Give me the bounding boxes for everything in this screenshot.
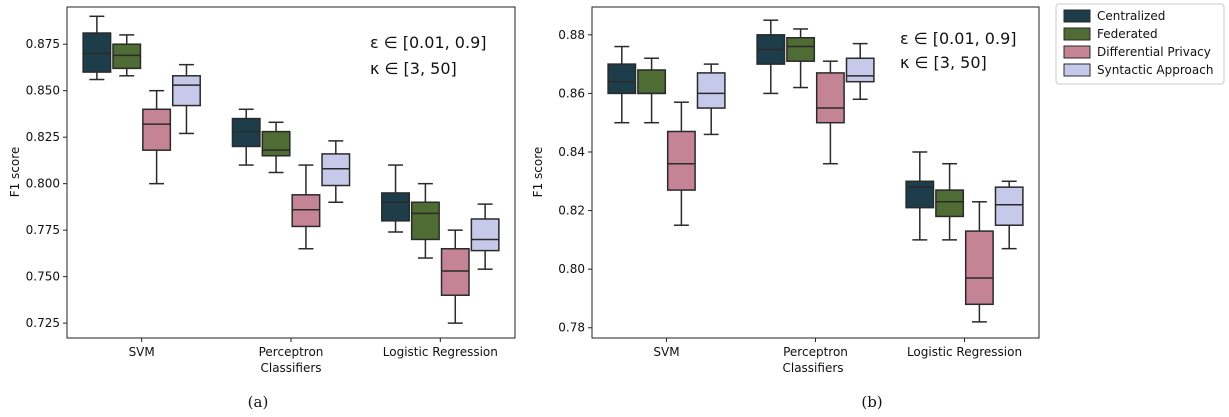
legend-swatch	[1064, 64, 1090, 76]
y-tick-label: 0.84	[558, 145, 585, 159]
box-syntactic-approach	[697, 64, 724, 134]
y-axis-a: 0.725 0.750 0.775 0.800 0.825 0.850 0.875	[26, 37, 67, 330]
box-body	[846, 58, 873, 81]
y-tick-label: 0.725	[26, 316, 60, 330]
y-tick-label: 0.750	[26, 270, 60, 284]
box-differential-privacy	[292, 165, 319, 249]
box-syntactic-approach	[173, 65, 200, 134]
box-body	[262, 132, 289, 156]
box-differential-privacy	[817, 61, 844, 164]
box-centralized	[757, 20, 784, 93]
box-centralized	[382, 165, 409, 232]
box-centralized	[906, 152, 933, 240]
caption-a: (a)	[248, 393, 269, 411]
box-body	[668, 131, 695, 190]
box-syntactic-approach	[995, 181, 1022, 248]
box-body	[966, 231, 993, 304]
y-tick-label: 0.800	[26, 177, 60, 191]
x-axis-label-b: Classifiers	[782, 361, 843, 375]
box-centralized	[232, 109, 259, 165]
x-axis-b: SVM Perceptron Logistic Regression	[653, 338, 1022, 359]
box-body	[322, 154, 349, 186]
box-body	[292, 195, 319, 227]
legend-swatch	[1064, 10, 1090, 22]
box-centralized	[83, 16, 110, 79]
y-tick-label: 0.850	[26, 84, 60, 98]
box-federated	[113, 35, 140, 76]
box-body	[382, 193, 409, 221]
legend-label: Differential Privacy	[1097, 45, 1211, 59]
x-axis-a: SVM Perceptron Logistic Regression	[129, 338, 498, 359]
box-differential-privacy	[442, 230, 469, 323]
box-federated	[262, 122, 289, 172]
box-body	[608, 64, 635, 93]
box-body	[638, 70, 665, 93]
box-body	[83, 33, 110, 72]
box-federated	[787, 29, 814, 88]
box-body	[906, 181, 933, 207]
y-tick-label: 0.78	[558, 321, 585, 335]
box-body	[471, 219, 498, 251]
legend-label: Federated	[1097, 27, 1158, 41]
box-syntactic-approach	[322, 141, 349, 202]
box-body	[412, 202, 439, 239]
legend: Centralized Federated Differential Privacy…	[1056, 4, 1224, 84]
y-tick-label: 0.80	[558, 262, 585, 276]
y-tick-label: 0.88	[558, 28, 585, 42]
y-tick-label: 0.82	[558, 204, 585, 218]
box-differential-privacy	[143, 91, 170, 184]
x-tick-label: Perceptron	[783, 345, 848, 359]
box-body	[143, 109, 170, 150]
box-body	[995, 187, 1022, 225]
box-body	[232, 119, 259, 147]
chart-panel-b: 0.78 0.80 0.82 0.84 0.86 0.88 SVM Perceptron Lo…	[531, 7, 1039, 411]
legend-swatch	[1064, 28, 1090, 40]
y-axis-b: 0.78 0.80 0.82 0.84 0.86 0.88	[558, 28, 592, 335]
x-tick-label: Logistic Regression	[907, 345, 1022, 359]
x-tick-label: Logistic Regression	[383, 345, 498, 359]
legend-label: Syntactic Approach	[1097, 63, 1213, 77]
box-federated	[936, 164, 963, 240]
box-body	[817, 73, 844, 123]
y-tick-label: 0.825	[26, 130, 60, 144]
box-body	[936, 190, 963, 216]
box-differential-privacy	[668, 102, 695, 225]
y-tick-label: 0.875	[26, 37, 60, 51]
box-federated	[638, 58, 665, 122]
legend-label: Centralized	[1097, 9, 1165, 23]
box-syntactic-approach	[471, 204, 498, 269]
box-centralized	[608, 47, 635, 123]
caption-b: (b)	[861, 393, 882, 411]
box-body	[787, 38, 814, 61]
chart-panel-a: 0.725 0.750 0.775 0.800 0.825 0.850 0.875 SVM P…	[8, 7, 515, 411]
y-axis-label-a: F1 score	[8, 147, 22, 198]
box-body	[442, 249, 469, 295]
box-body	[173, 76, 200, 106]
annotation-kappa-b: κ ∈ [3, 50]	[900, 53, 987, 72]
x-tick-label: SVM	[129, 345, 155, 359]
box-federated	[412, 184, 439, 258]
legend-swatch	[1064, 46, 1090, 58]
y-tick-label: 0.775	[26, 223, 60, 237]
annotation-epsilon-b: ε ∈ [0.01, 0.9]	[900, 29, 1016, 48]
x-tick-label: Perceptron	[259, 345, 324, 359]
box-syntactic-approach	[846, 44, 873, 100]
y-tick-label: 0.86	[558, 86, 585, 100]
annotation-kappa-a: κ ∈ [3, 50]	[370, 59, 457, 78]
box-body	[697, 73, 724, 108]
x-axis-label-a: Classifiers	[260, 361, 321, 375]
annotation-epsilon-a: ε ∈ [0.01, 0.9]	[370, 33, 486, 52]
box-differential-privacy	[966, 202, 993, 322]
box-body	[113, 44, 140, 68]
x-tick-label: SVM	[653, 345, 679, 359]
y-axis-label-b: F1 score	[531, 147, 545, 198]
